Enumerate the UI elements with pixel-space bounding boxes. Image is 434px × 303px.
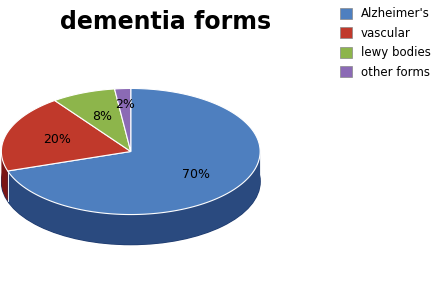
Polygon shape: [1, 101, 131, 171]
Text: 2%: 2%: [115, 98, 135, 111]
Polygon shape: [8, 88, 260, 215]
Text: 8%: 8%: [92, 110, 112, 123]
Polygon shape: [1, 152, 8, 201]
Ellipse shape: [1, 118, 260, 245]
Polygon shape: [8, 153, 260, 245]
Text: 20%: 20%: [43, 133, 71, 146]
Polygon shape: [55, 89, 131, 152]
Legend: Alzheimer's, vascular, lewy bodies, other forms: Alzheimer's, vascular, lewy bodies, othe…: [340, 7, 431, 79]
Text: dementia forms: dementia forms: [60, 10, 271, 35]
Polygon shape: [115, 88, 131, 152]
Text: 70%: 70%: [182, 168, 210, 181]
